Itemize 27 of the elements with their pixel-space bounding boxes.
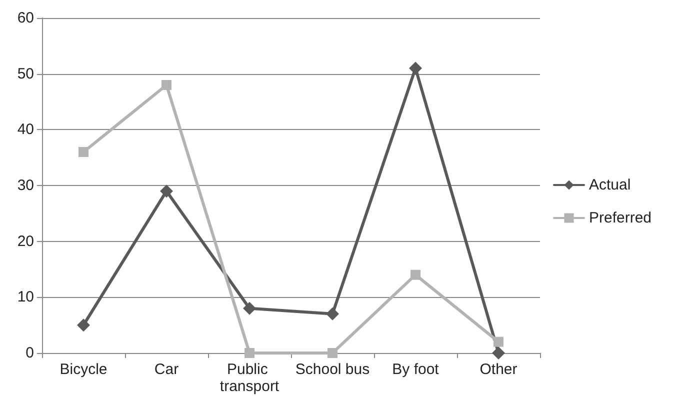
y-tick-label: 0 (26, 344, 34, 362)
x-tick-label: School bus (295, 361, 370, 378)
point (328, 348, 338, 358)
x-tick-label: Other (480, 361, 518, 378)
y-tick-label: 60 (17, 10, 34, 26)
y-tick-label: 50 (17, 65, 34, 82)
point (77, 318, 90, 332)
point (326, 307, 339, 320)
x-tick-label: By foot (392, 361, 440, 378)
y-tick-label: 30 (17, 177, 34, 194)
point (160, 184, 173, 198)
point (409, 62, 422, 75)
point (78, 147, 88, 157)
point (162, 80, 172, 90)
x-tick-label: Bicycle (60, 361, 108, 378)
legend-label: Actual (589, 176, 631, 194)
y-tick-label: 10 (17, 288, 34, 306)
legend-label: Preferred (589, 210, 652, 226)
point (410, 270, 420, 280)
point (244, 348, 254, 358)
point (243, 302, 256, 315)
point (494, 336, 504, 347)
y-tick-label: 20 (17, 232, 34, 250)
point (492, 346, 505, 360)
x-tick-label: Public transport (220, 361, 280, 395)
y-tick-label: 40 (17, 121, 34, 138)
x-tick-label: Car (154, 361, 179, 378)
